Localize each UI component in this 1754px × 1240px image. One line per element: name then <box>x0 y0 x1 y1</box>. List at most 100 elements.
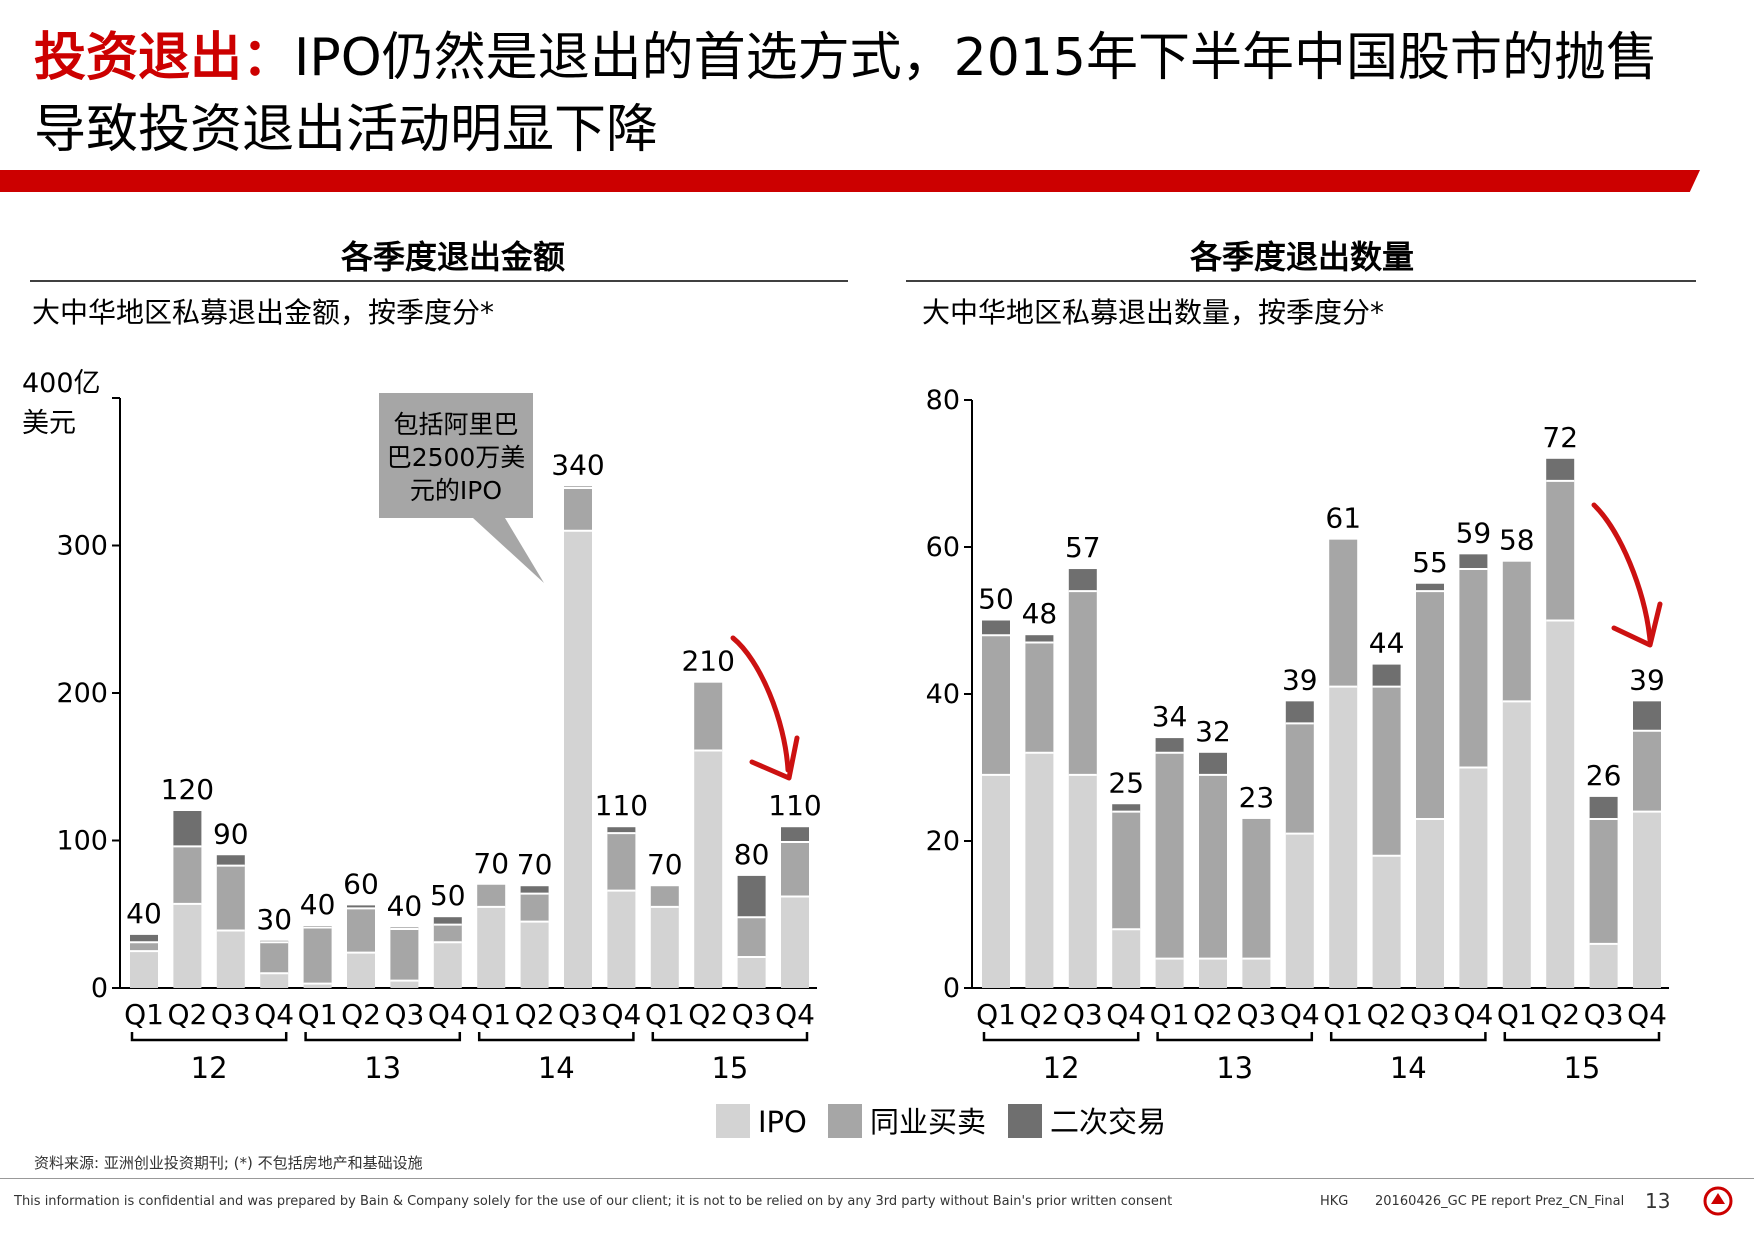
chart1-quarter-label: Q3 <box>558 998 598 1031</box>
legend-label-ipo: IPO <box>758 1105 807 1139</box>
chart2-bar-secondary <box>1025 635 1054 643</box>
chart1-bar-ipo <box>477 906 506 988</box>
chart1-total-label: 110 <box>768 789 821 822</box>
chart1-year-label: 15 <box>711 1051 748 1085</box>
page-title: 投资退出：IPO仍然是退出的首选方式，2015年下半年中国股市的抛售导致投资退出… <box>34 22 1674 166</box>
callout-text-3: 元的IPO <box>410 476 502 505</box>
chart2-bar-ipo <box>1502 701 1531 988</box>
legend-swatch-trade <box>828 1104 862 1138</box>
chart1-year-label: 14 <box>538 1051 575 1085</box>
chart2-quarter-label: Q2 <box>1367 998 1407 1031</box>
chart1-quarter-label: Q1 <box>645 998 685 1031</box>
chart1-total-label: 210 <box>681 645 734 678</box>
chart1-quarter-label: Q1 <box>298 998 338 1031</box>
chart2-total-label: 57 <box>1065 531 1101 564</box>
chart2-quarter-label: Q4 <box>1627 998 1667 1031</box>
chart2-year-bracket <box>1503 1032 1661 1042</box>
chart1-subtitle: 大中华地区私募退出金额，按季度分* <box>32 296 494 329</box>
chart2-total-label: 59 <box>1456 516 1492 549</box>
chart2-year-label: 13 <box>1216 1051 1253 1085</box>
chart2-bar-secondary <box>1459 554 1488 570</box>
chart2-quarter-label: Q1 <box>1150 998 1190 1031</box>
chart2-total-label: 32 <box>1195 715 1231 748</box>
chart2-bar-secondary <box>982 620 1010 636</box>
chart1-total-label: 90 <box>213 817 249 850</box>
chart1-bar-ipo <box>694 750 723 988</box>
chart1-quarter-label: Q3 <box>732 998 772 1031</box>
chart2-total-label: 39 <box>1282 663 1318 696</box>
chart1-bar-ipo <box>390 980 419 988</box>
chart2-total-label: 26 <box>1586 759 1622 792</box>
decline-arrow-right-head <box>1611 601 1663 648</box>
chart1-ylabel-line2: 美元 <box>22 408 76 439</box>
chart2-quarter-label: Q3 <box>1584 998 1624 1031</box>
chart1-quarter-label: Q2 <box>341 998 381 1031</box>
chart1-bar-ipo <box>260 973 289 988</box>
chart1-bar-ipo <box>737 957 766 988</box>
chart2-bar-ipo <box>1546 620 1575 988</box>
chart1-year-bracket <box>477 1032 635 1042</box>
chart2-bar-secondary <box>1068 569 1097 592</box>
footer-filename: 20160426_GC PE report Prez_CN_Final <box>1375 1194 1625 1209</box>
chart1-total-label: 50 <box>430 879 466 912</box>
chart1-bar-trade <box>347 908 375 953</box>
chart2-bar-trade <box>982 635 1010 775</box>
chart2-bar-trade <box>1199 774 1227 959</box>
chart1-total-label: 80 <box>734 838 770 871</box>
chart2-total-label: 50 <box>978 583 1014 616</box>
chart2-bar-ipo <box>1068 774 1097 988</box>
chart1-bar-trade <box>433 924 462 943</box>
chart2-title: 各季度退出数量 <box>1190 238 1414 276</box>
title-text: IPO仍然是退出的首选方式，2015年下半年中国股市的抛售导致投资退出活动明显下… <box>34 28 1658 160</box>
chart1-bar-secondary <box>130 934 158 943</box>
chart2-y-tick-label: 0 <box>943 973 960 1004</box>
chart2-quarter-label: Q2 <box>1540 998 1580 1031</box>
chart1-bar-ipo <box>303 983 332 988</box>
chart2-year-label: 12 <box>1043 1051 1080 1085</box>
chart2-bar-trade <box>1589 818 1618 944</box>
chart1-quarter-label: Q4 <box>775 998 815 1031</box>
chart2-y-tick-label: 20 <box>926 826 960 857</box>
chart2-bar-ipo <box>1372 855 1401 988</box>
chart1-bar-trade <box>303 927 332 984</box>
decline-arrow-left <box>730 635 800 781</box>
chart2-quarter-label: Q2 <box>1019 998 1059 1031</box>
chart1-bar-secondary <box>347 905 375 909</box>
chart2-year-bracket <box>1329 1032 1487 1042</box>
legend-swatch-secondary <box>1008 1104 1042 1138</box>
chart2-bar-secondary <box>1546 458 1575 481</box>
page-number: 13 <box>1645 1189 1671 1213</box>
chart2-quarter-label: Q4 <box>1453 998 1493 1031</box>
chart1-bar-trade <box>477 884 506 907</box>
chart2-quarter-label: Q2 <box>1193 998 1233 1031</box>
chart2-total-label: 34 <box>1152 700 1188 733</box>
chart1-quarter-label: Q4 <box>254 998 294 1031</box>
chart2-bar-ipo <box>1459 767 1488 988</box>
chart1-bar-secondary <box>607 827 636 834</box>
chart2-bar-ipo <box>1155 958 1184 988</box>
chart2-bar-ipo <box>1416 818 1444 988</box>
chart1-total-label: 70 <box>517 848 553 881</box>
callout-box <box>379 393 544 583</box>
footer-region: HKG <box>1320 1194 1349 1209</box>
chart1-y-tick-label: 300 <box>56 531 108 562</box>
chart1-bar-trade <box>694 682 723 751</box>
chart2-bar-ipo <box>1589 943 1618 988</box>
chart2-bar-secondary <box>1285 701 1314 724</box>
chart2-bar-trade <box>1112 811 1141 930</box>
chart2-bar-ipo <box>1025 752 1054 988</box>
chart1-bar-ipo <box>433 942 462 988</box>
chart1-y-tick-label: 0 <box>91 973 108 1004</box>
chart2-quarter-label: Q1 <box>976 998 1016 1031</box>
footer-disclaimer: This information is confidential and was… <box>14 1194 1173 1209</box>
chart1-bar-secondary <box>737 875 766 918</box>
chart2-bar-trade <box>1242 818 1271 959</box>
chart1-year-bracket <box>304 1032 462 1042</box>
chart1-total-label: 70 <box>647 848 683 881</box>
legend-label-secondary: 二次交易 <box>1050 1105 1166 1139</box>
chart1-quarter-label: Q1 <box>124 998 164 1031</box>
chart1-bar-trade <box>390 929 419 981</box>
chart1-bar-trade <box>564 487 592 531</box>
callout: 包括阿里巴 巴2500万美 元的IPO <box>379 393 544 583</box>
chart2-bar-secondary <box>1199 752 1227 775</box>
